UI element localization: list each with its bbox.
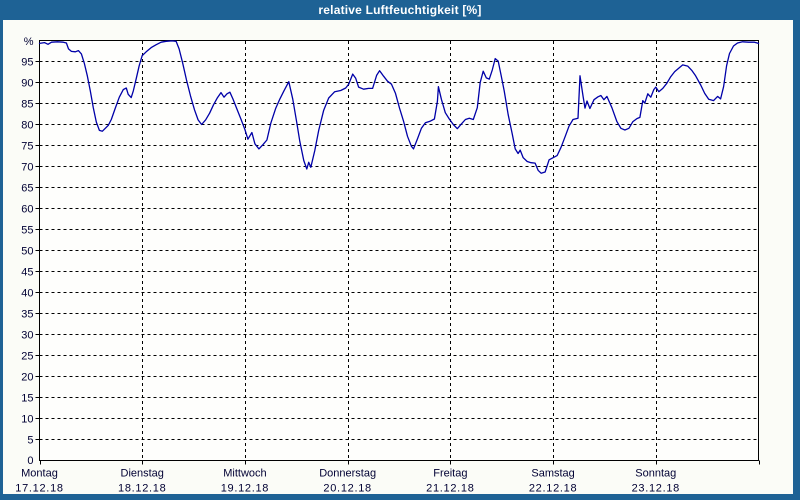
y-axis-label: 5 [27, 435, 33, 447]
day-name-label: Samstag [531, 468, 574, 480]
window-border-left [0, 0, 3, 500]
y-axis-label: 45 [21, 267, 33, 279]
y-axis-label: 95 [21, 57, 33, 69]
day-date-label: 22.12.18 [529, 483, 577, 495]
day-name-label: Mittwoch [223, 468, 266, 480]
y-axis-label: 65 [21, 183, 33, 195]
y-gridlines-and-labels: 5 10 15 20 25 30 35 40 45 50 55 60 65 70 75 80 85 90 95% 0 [21, 36, 759, 467]
y-axis-label: 10 [21, 414, 33, 426]
y-axis-label: 40 [21, 288, 33, 300]
window-title: relative Luftfeuchtigkeit [%] [318, 3, 482, 17]
y-axis-label: 80 [21, 120, 33, 132]
x-gridlines-and-labels: Montag 17.12.18 Dienstag 18.12.18 Mittwoch 19… [15, 41, 760, 495]
day-date-label: 23.12.18 [632, 483, 680, 495]
window-border-bottom [0, 494, 800, 500]
y-axis-label: 85 [21, 99, 33, 111]
y-axis-label: 60 [21, 204, 33, 216]
day-date-label: 19.12.18 [221, 483, 269, 495]
y-axis-label: 35 [21, 309, 33, 321]
plot-area [39, 40, 759, 461]
day-name-label: Sonntag [635, 468, 676, 480]
y-axis-label: 25 [21, 351, 33, 363]
y-axis-unit-label: % [24, 36, 34, 48]
day-date-label: 21.12.18 [426, 483, 474, 495]
day-name-label: Montag [21, 468, 58, 480]
y-axis-label: 30 [21, 330, 33, 342]
y-axis-label: 70 [21, 162, 33, 174]
y-axis-label: 50 [21, 246, 33, 258]
window-border-right [793, 0, 800, 500]
day-name-label: Freitag [433, 468, 467, 480]
humidity-series-line [38, 40, 760, 174]
y-axis-label: 55 [21, 225, 33, 237]
day-name-label: Dienstag [121, 468, 164, 480]
y-axis-label: 90 [21, 78, 33, 90]
y-axis-label: 20 [21, 372, 33, 384]
y-axis-label: 15 [21, 393, 33, 405]
y-axis-label: 75 [21, 141, 33, 153]
day-date-label: 17.12.18 [15, 483, 63, 495]
day-name-label: Donnerstag [319, 468, 376, 480]
window-titlebar: relative Luftfeuchtigkeit [%] [0, 0, 800, 20]
day-date-label: 20.12.18 [323, 483, 371, 495]
y-axis-zero-label: 0 [27, 455, 33, 467]
day-date-label: 18.12.18 [118, 483, 166, 495]
